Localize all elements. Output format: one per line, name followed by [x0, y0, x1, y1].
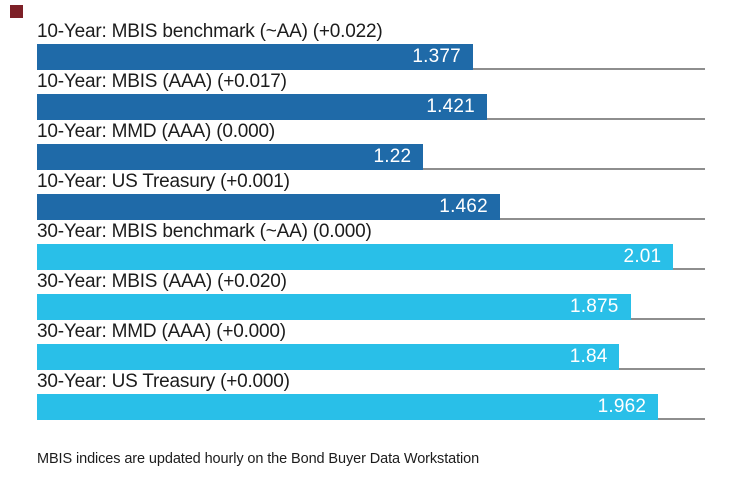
bar-10-year: 1.22 — [37, 144, 424, 170]
bar-row: 10-Year: MBIS benchmark (~AA) (+0.022) 1.… — [37, 20, 705, 70]
bar-track-baseline: 1.875 — [37, 294, 705, 320]
bar-value-label: 1.875 — [570, 296, 619, 317]
bar-track-baseline: 1.962 — [37, 394, 705, 420]
bar-label: 10-Year: US Treasury (+0.001) — [37, 171, 290, 192]
bar-value-label: 1.84 — [569, 346, 608, 367]
bar-label: 30-Year: MBIS benchmark (~AA) (0.000) — [37, 221, 372, 242]
bar-10-year: 1.377 — [37, 44, 473, 70]
bar-30-year: 1.875 — [37, 294, 631, 320]
chart-footnote: MBIS indices are updated hourly on the B… — [37, 451, 480, 467]
bar-track-baseline: 1.377 — [37, 44, 705, 70]
bar-row: 10-Year: US Treasury (+0.001) 1.462 — [37, 170, 705, 220]
bar-30-year: 1.84 — [37, 344, 620, 370]
bar-track-baseline: 1.84 — [37, 344, 705, 370]
bar-label: 10-Year: MMD (AAA) (0.000) — [37, 121, 276, 142]
bar-row: 10-Year: MBIS (AAA) (+0.017) 1.421 — [37, 70, 705, 120]
bar-row: 10-Year: MMD (AAA) (0.000) 1.22 — [37, 120, 705, 170]
bar-30-year: 1.962 — [37, 394, 659, 420]
bar-row: 30-Year: MMD (AAA) (+0.000) 1.84 — [37, 320, 705, 370]
bar-track-baseline: 2.01 — [37, 244, 705, 270]
bond-buyer-logo-mark — [10, 5, 23, 18]
bar-row: 30-Year: MBIS benchmark (~AA) (0.000) 2.0… — [37, 220, 705, 270]
bar-value-label: 1.962 — [597, 396, 647, 417]
bar-label: 10-Year: MBIS (AAA) (+0.017) — [37, 71, 287, 92]
bar-label: 30-Year: US Treasury (+0.000) — [37, 371, 290, 392]
chart-area: 10-Year: MBIS benchmark (~AA) (+0.022) 1.… — [37, 20, 705, 420]
bar-value-label: 2.01 — [623, 246, 662, 267]
bar-row: 30-Year: MBIS (AAA) (+0.020) 1.875 — [37, 270, 705, 320]
bar-value-label: 1.377 — [412, 46, 461, 67]
bar-row: 30-Year: US Treasury (+0.000) 1.962 — [37, 370, 705, 420]
bar-label: 30-Year: MMD (AAA) (+0.000) — [37, 321, 286, 342]
bar-value-label: 1.22 — [373, 146, 412, 167]
bar-value-label: 1.462 — [439, 196, 488, 217]
bar-30-year: 2.01 — [37, 244, 674, 270]
bar-label: 30-Year: MBIS (AAA) (+0.020) — [37, 271, 287, 292]
bar-10-year: 1.462 — [37, 194, 500, 220]
bar-track-baseline: 1.22 — [37, 144, 705, 170]
bar-label: 10-Year: MBIS benchmark (~AA) (+0.022) — [37, 21, 383, 42]
bar-track-baseline: 1.421 — [37, 94, 705, 120]
bar-value-label: 1.421 — [426, 96, 475, 117]
bar-track-baseline: 1.462 — [37, 194, 705, 220]
bar-10-year: 1.421 — [37, 94, 487, 120]
